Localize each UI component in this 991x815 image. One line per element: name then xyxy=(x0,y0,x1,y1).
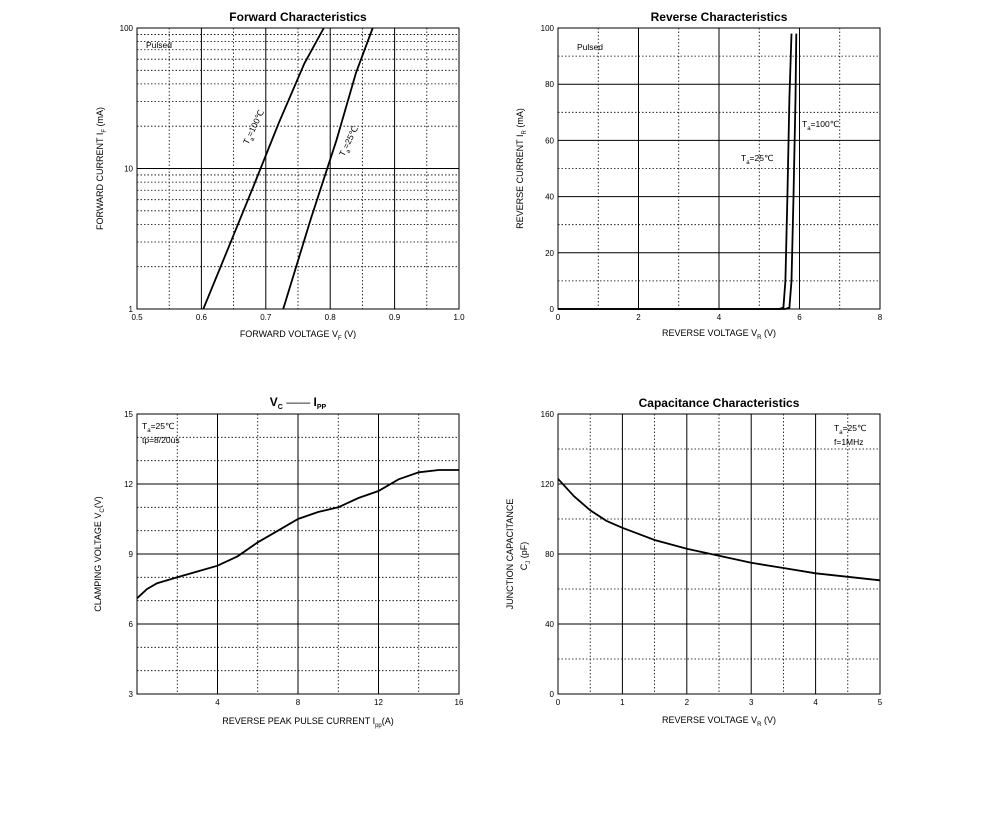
plot-frame xyxy=(136,413,460,695)
y-tick-label: 0 xyxy=(550,305,555,314)
y-tick-label: 40 xyxy=(545,620,554,629)
y-tick-label: 100 xyxy=(120,24,134,33)
y-tick-label: 40 xyxy=(545,193,554,202)
pulsed-note: Pulsed xyxy=(577,42,603,52)
x-tick-label: 4 xyxy=(813,698,818,707)
condition-pulse: tp=8/20us xyxy=(142,435,180,445)
x-tick-label: 2 xyxy=(685,698,690,707)
x-axis-label: REVERSE PEAK PULSE CURRENT Ipp(A) xyxy=(222,716,394,729)
series-line xyxy=(557,478,881,582)
series-label-100c: Ta=100℃ xyxy=(241,108,269,148)
series-label-100c: Ta=100℃ xyxy=(802,119,840,132)
series-line xyxy=(558,33,798,310)
y-axis-label: FORWARD CURRENT IF (mA) xyxy=(95,107,108,230)
x-tick-label: 8 xyxy=(878,313,883,322)
chart-title: Reverse Characteristics xyxy=(651,10,788,24)
y-tick-label: 6 xyxy=(129,620,134,629)
x-tick-label: 5 xyxy=(878,698,883,707)
forward-chart: 0.5 0.6 0.7 0.8 0.9 1.0 1 10 100 Forward Characte… xyxy=(95,10,465,342)
x-axis-label: REVERSE VOLTAGE VR (V) xyxy=(662,328,776,341)
chart-title: VC —— IPP xyxy=(270,395,327,411)
plot-frame xyxy=(136,27,460,310)
clamping-chart: 4 8 12 16 3 6 9 12 15 VC —— IPP Ta=25℃tp=8/20us REV… xyxy=(93,395,464,729)
plot-frame xyxy=(557,413,881,695)
series-label-25c: Ta=25℃ xyxy=(337,124,363,159)
y-tick-label: 1 xyxy=(129,305,134,314)
y-tick-label: 0 xyxy=(550,690,555,699)
x-tick-label: 8 xyxy=(296,698,301,707)
x-tick-label: 2 xyxy=(636,313,641,322)
x-tick-label: 4 xyxy=(717,313,722,322)
condition-freq: f=1MHz xyxy=(834,437,864,447)
x-tick-label: 1.0 xyxy=(453,313,465,322)
x-tick-label: 0.8 xyxy=(325,313,337,322)
y-tick-label: 80 xyxy=(545,80,554,89)
y-tick-label: 10 xyxy=(124,165,133,174)
condition-temp: Ta=25℃ xyxy=(142,421,175,434)
y-tick-label: 80 xyxy=(545,550,554,559)
x-tick-label: 12 xyxy=(374,698,383,707)
y-tick-label: 60 xyxy=(545,136,554,145)
x-tick-label: 16 xyxy=(455,698,464,707)
x-tick-label: 0 xyxy=(556,698,561,707)
y-tick-label: 160 xyxy=(541,410,555,419)
series-label-25c: Ta=25℃ xyxy=(741,153,774,166)
capacitance-chart: 0 1 2 3 4 5 0 40 80 120 160 Capacitance Characteris… xyxy=(505,396,883,728)
x-tick-label: 0.5 xyxy=(131,313,143,322)
series-line xyxy=(558,33,793,310)
chart-title: Forward Characteristics xyxy=(229,10,367,24)
x-axis-label: REVERSE VOLTAGE VR (V) xyxy=(662,715,776,728)
condition-temp: Ta=25℃ xyxy=(834,423,867,436)
y-axis-label: JUNCTION CAPACITANCE xyxy=(505,499,515,610)
y-tick-label: 120 xyxy=(541,480,555,489)
y-axis-label: CLAMPING VOLTAGE VC(V) xyxy=(93,496,106,612)
x-tick-label: 0.9 xyxy=(389,313,401,322)
x-tick-label: 3 xyxy=(749,698,754,707)
y-axis-label: REVERSE CURRENT IR (mA) xyxy=(515,108,528,229)
y-tick-label: 9 xyxy=(129,550,134,559)
chart-title: Capacitance Characteristics xyxy=(639,396,800,410)
x-tick-label: 6 xyxy=(797,313,802,322)
x-axis-label: FORWARD VOLTAGE VF (V) xyxy=(240,329,356,342)
y-tick-label: 3 xyxy=(129,690,134,699)
y-tick-label: 15 xyxy=(124,410,133,419)
x-tick-label: 0.6 xyxy=(196,313,208,322)
x-tick-label: 4 xyxy=(215,698,220,707)
series-line xyxy=(282,27,374,310)
y-tick-label: 100 xyxy=(541,24,555,33)
x-tick-label: 0.7 xyxy=(260,313,272,322)
series-line xyxy=(202,27,325,310)
pulsed-note: Pulsed xyxy=(146,40,172,50)
y-tick-label: 20 xyxy=(545,249,554,258)
x-tick-label: 0 xyxy=(556,313,561,322)
x-tick-label: 1 xyxy=(620,698,625,707)
y-tick-label: 12 xyxy=(124,480,133,489)
series-line xyxy=(136,469,459,599)
y-axis-label-2: CJ (pF) xyxy=(519,542,532,571)
